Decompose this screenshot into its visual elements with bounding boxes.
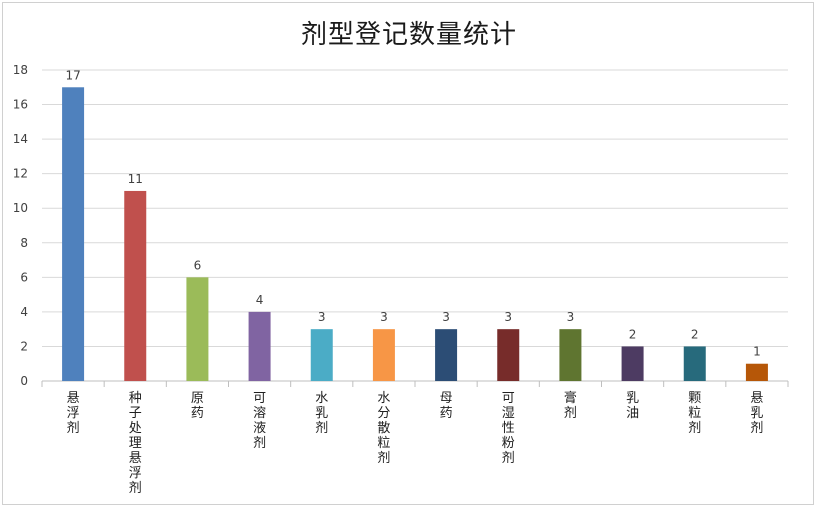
bar [745,363,768,381]
category-label: 悬乳剂 [750,391,763,436]
data-label: 3 [318,310,326,324]
category-label: 可湿性粉剂 [502,391,515,466]
y-tick-label: 14 [13,132,28,146]
bar [372,329,395,381]
bar [62,87,85,382]
data-label: 6 [194,258,202,272]
y-tick-label: 16 [13,98,28,112]
bar [497,329,520,381]
category-label: 可溶液剂 [253,391,266,451]
category-label: 种子处理悬浮剂 [129,391,142,496]
data-label: 11 [128,172,143,186]
bar [124,190,147,381]
y-tick-label: 4 [20,305,28,319]
y-tick-label: 0 [20,374,28,388]
y-tick-label: 8 [20,236,28,250]
bar [186,277,209,381]
data-label: 1 [753,345,761,359]
data-label: 3 [442,310,450,324]
bar [621,346,644,381]
bar [683,346,706,381]
data-label: 2 [629,327,637,341]
data-label: 17 [65,68,80,82]
bar [310,329,333,381]
category-label: 原药 [191,391,204,421]
bar [559,329,582,381]
category-label: 悬浮剂 [67,391,80,436]
data-label: 3 [567,310,575,324]
category-label: 水乳剂 [315,391,328,436]
bar [248,311,271,381]
category-label: 母药 [440,391,453,421]
category-label: 膏剂 [564,390,577,421]
y-tick-label: 10 [13,201,28,215]
y-tick-label: 12 [13,167,28,181]
category-label: 颗粒剂 [688,391,701,436]
bar [435,329,458,381]
y-tick-label: 2 [20,339,28,353]
data-label: 3 [380,310,388,324]
data-label: 4 [256,293,264,307]
data-label: 2 [691,327,699,341]
chart-title: 剂型登记数量统计 [300,20,517,50]
y-tick-label: 6 [20,270,28,284]
data-label: 3 [504,310,512,324]
y-tick-label: 18 [13,63,28,77]
category-label: 水分散粒剂 [377,391,390,466]
category-label: 乳油 [626,391,639,421]
